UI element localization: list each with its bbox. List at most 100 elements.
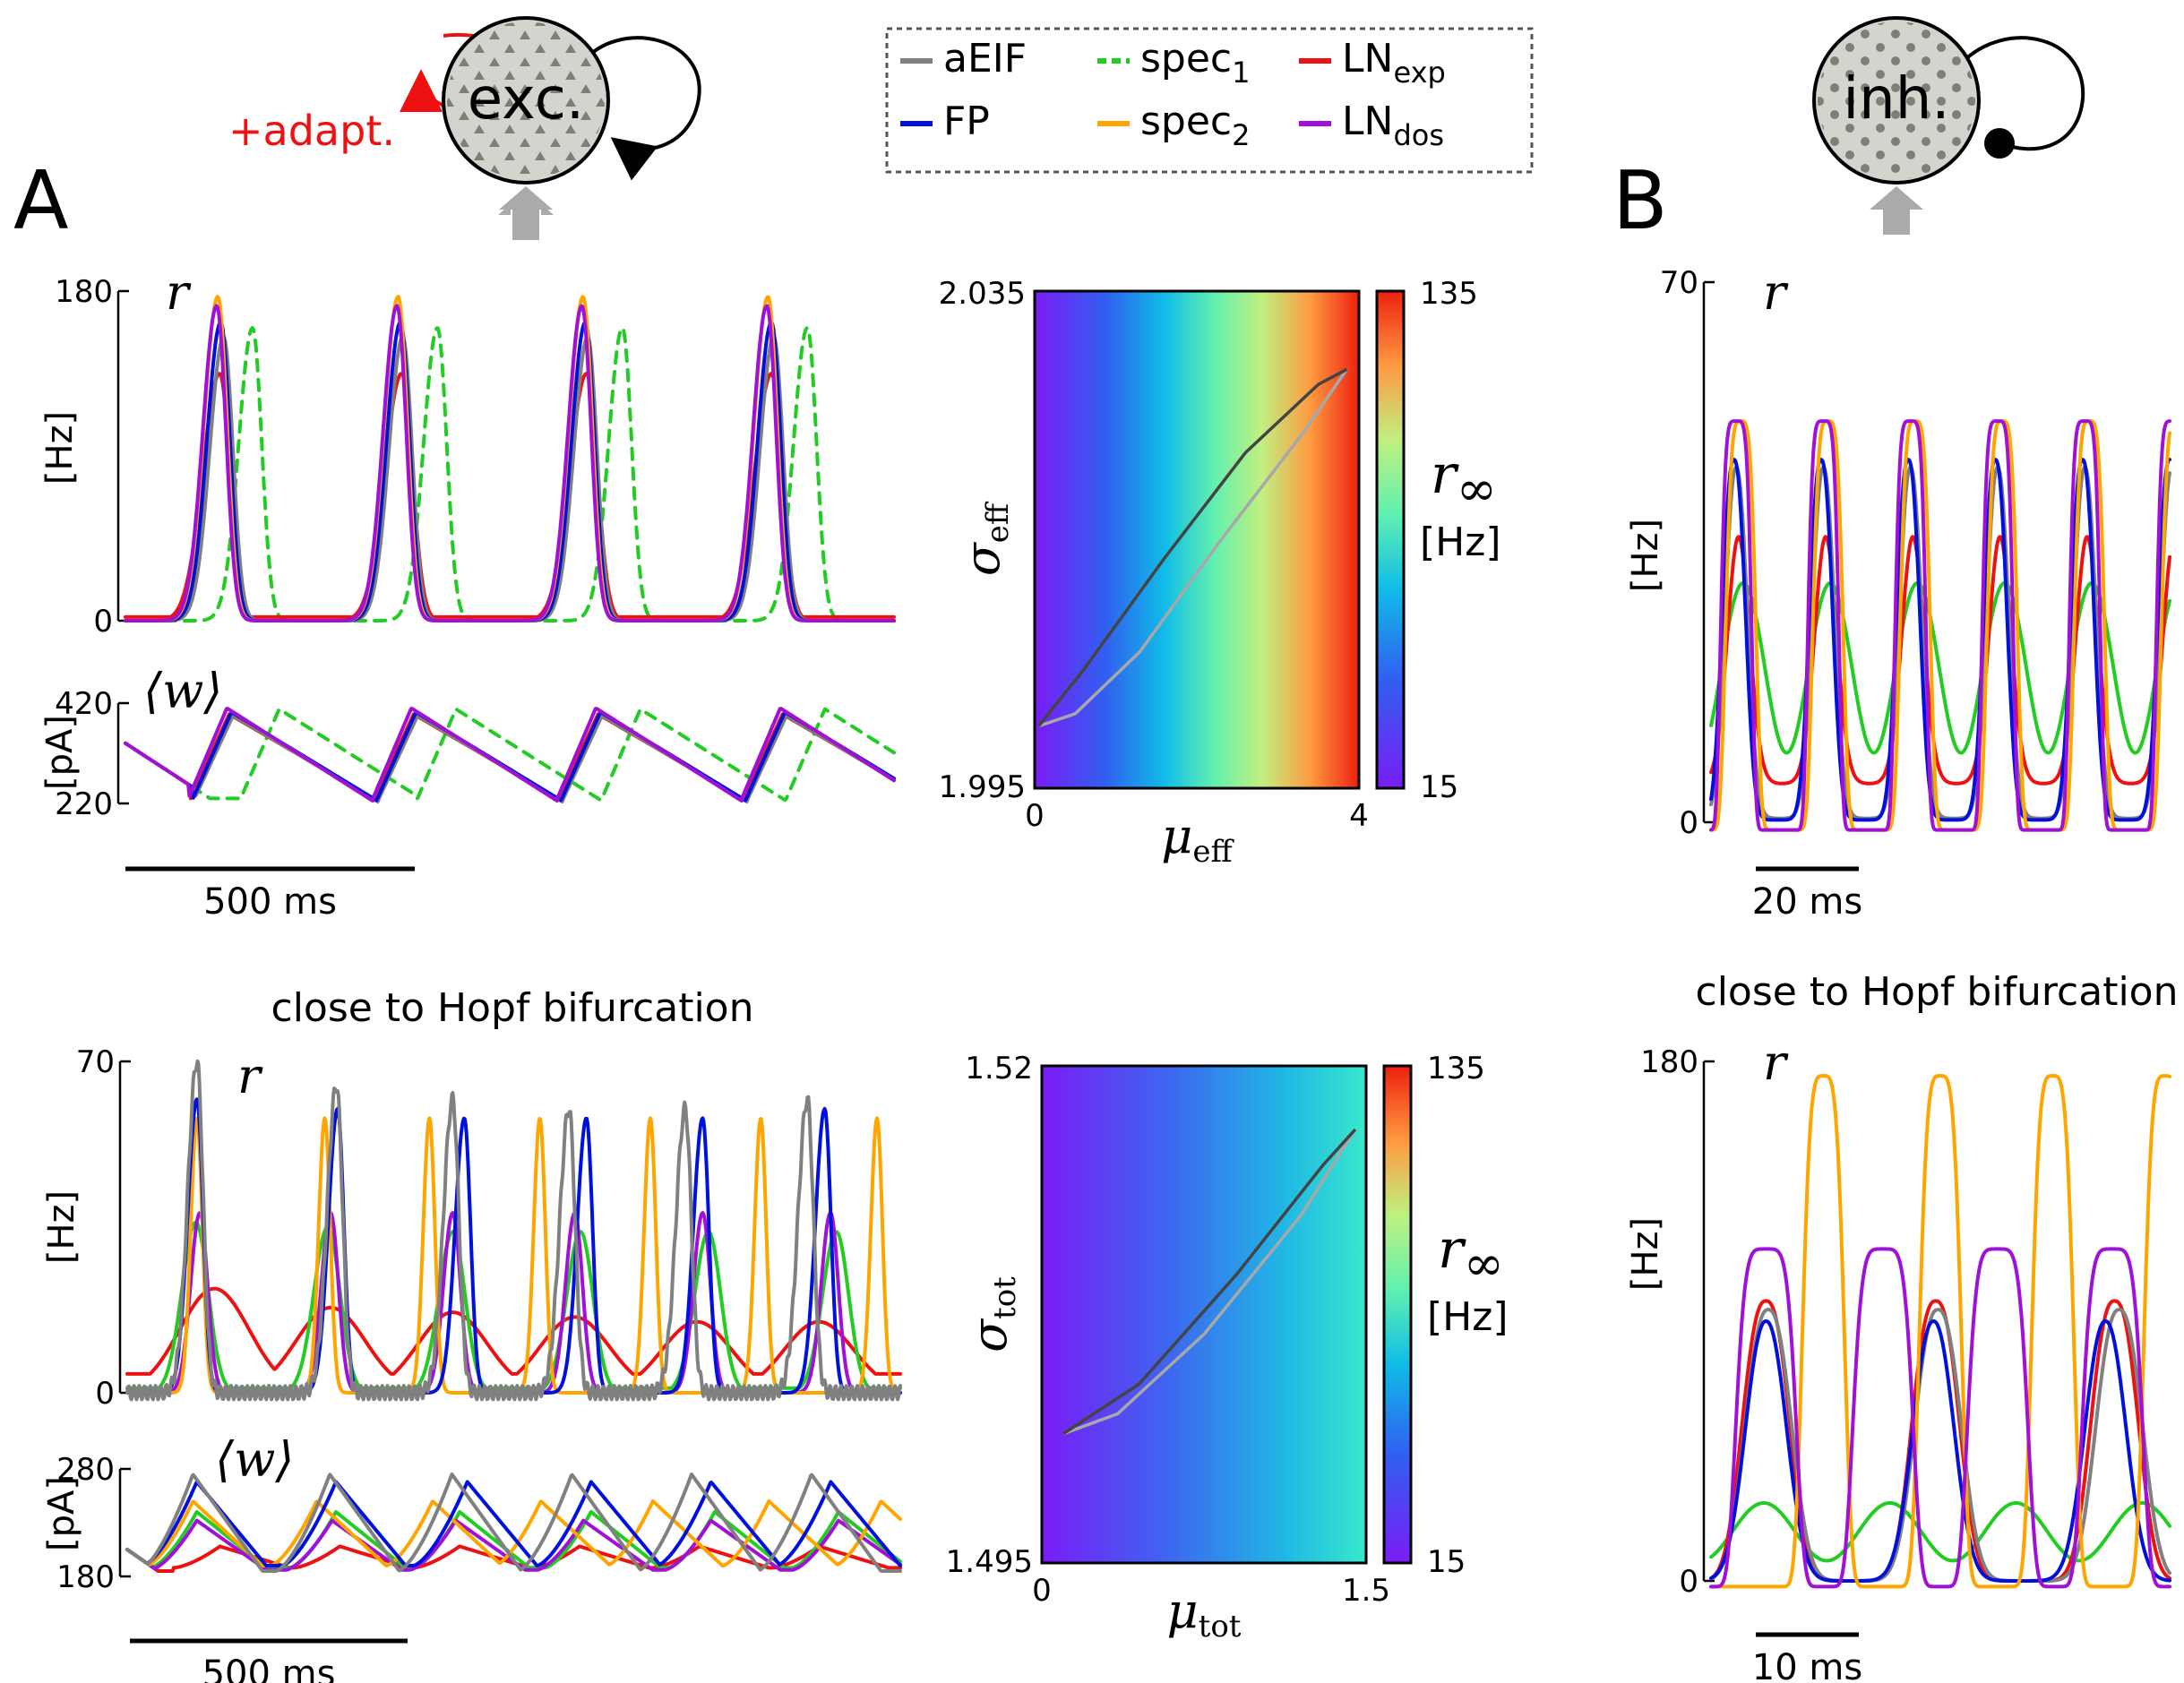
y-axis-label: σeff [954,501,1016,576]
x-tick-label: 0 [1032,1573,1052,1609]
inh-neuron-dots [1818,21,1975,179]
trajectory-bottom-light [1062,1129,1357,1436]
mu-symbol: μ [1161,808,1192,864]
inh-recurrent-loop [1960,36,2085,151]
y-tick-label: 180 [55,274,113,310]
trace-aEIF [1709,1308,2171,1583]
trace-FP [1709,458,2171,822]
scalebar-label: 10 ms [1752,1647,1862,1683]
y-tick-label: 220 [55,786,113,822]
y-axis-label: σtot [961,1276,1023,1352]
colorbar-symbol: r∞ [1438,1218,1504,1292]
A-bottom-rate-axes: 70 0 [Hz] r [41,1044,263,1412]
A-top-adapt-axes: 420 220[pA] ⟨w⟩ [39,663,222,822]
trace-spec2 [1709,1074,2171,1589]
trace-LN_dos [1709,1247,2171,1589]
trace-symbol: r [1763,264,1789,321]
A-top-rate-axes: 180 0 [Hz] r [39,264,192,640]
trace-w-spec1 [124,707,896,803]
legend-label: FP [943,99,990,144]
x-tick-label: 4 [1349,798,1369,834]
B-bottom-rate-axes: 180 0 [Hz] r [1625,1035,1789,1600]
y-tick-label: 70 [1660,265,1698,301]
legend-item: LNexp [1299,36,1446,90]
y-tick-label: 70 [76,1044,115,1080]
scalebar-label: 500 ms [203,881,337,923]
y-unit-label: [pA] [39,715,81,790]
B-top-rate-axes: 70 0 [Hz] r [1625,264,1789,841]
trace-LN_exp [125,1286,902,1376]
heatmap-top-field [1033,289,1361,790]
legend-name: spec [1140,99,1232,144]
colorbar-symbol: r∞ [1431,443,1497,517]
y-unit-label: [pA] [41,1476,82,1551]
panel-A-label: A [13,154,69,248]
legend-name: FP [943,99,990,144]
y-unit-label: [Hz] [41,1190,82,1264]
y-unit-label: [Hz] [1625,519,1666,592]
trace-w-aEIF [125,1473,902,1573]
sigma-symbol: σ [954,541,1010,576]
trajectory-top-dark [1037,367,1348,727]
trajectory-top-light [1037,368,1348,728]
trace-symbol: r [1763,1035,1789,1091]
x-axis-label: μtot [1167,1583,1242,1644]
legend-item: LNdos [1299,99,1444,152]
inh-input-arrow [1870,186,1923,235]
sigma-symbol: σ [961,1318,1018,1352]
colorbar-tick-label: 135 [1420,276,1478,312]
r-inf-subscript: ∞ [1457,460,1497,517]
y-unit-label: [Hz] [39,411,81,485]
trace-spec1 [1709,1501,2171,1563]
exc-neuron-triangles [447,21,605,179]
exc-input-arrow-shape [499,186,553,240]
x-axis-label: μeff [1161,808,1234,870]
trace-symbol: ⟨w⟩ [143,663,222,719]
y-tick-label: 1.995 [939,769,1026,805]
mu-subscript: tot [1199,1609,1242,1644]
legend-subscript: exp [1393,56,1445,90]
scalebar-B-top: 20 ms [1752,866,1862,923]
trace-symbol: r [166,264,192,321]
y-tick-label: 280 [56,1452,115,1488]
legend-name: spec [1140,36,1232,82]
legend-box [885,27,1534,174]
y-tick-label: 0 [1679,1564,1698,1600]
trajectory-bottom-dark [1062,1128,1357,1436]
legend-name: LN [1342,36,1393,82]
y-tick-label: 1.495 [946,1544,1033,1580]
heatmap-bottom [1040,1064,1413,1565]
trace-w-FP [125,1480,902,1567]
sigma-subscript: eff [980,501,1016,543]
trace-aEIF [125,1059,902,1402]
y-unit-label: [Hz] [1625,1217,1666,1291]
trace-w-LN_dos [124,707,896,803]
exc-neuron-diagram: exc. +adapt. [228,16,701,240]
y-tick-label: 180 [1640,1044,1698,1080]
legend-subscript: 1 [1232,56,1250,90]
r-inf-symbol: r [1431,443,1459,506]
colorbar-unit: [Hz] [1420,519,1501,565]
y-tick-label: 2.035 [939,276,1026,312]
sigma-subscript: tot [987,1276,1023,1319]
trace-LN_dos [1709,419,2171,832]
mu-symbol: μ [1167,1583,1199,1639]
mu-subscript: eff [1192,834,1234,870]
scalebar-A-top: 500 ms [125,866,415,923]
legend-name: LN [1342,99,1393,144]
y-tick-label: 180 [56,1559,115,1595]
trace-spec1 [125,1220,902,1390]
r-inf-subscript: ∞ [1464,1235,1504,1292]
legend-subscript: dos [1393,118,1444,152]
legend-label: LNexp [1342,36,1446,90]
inh-label: inh. [1843,66,1949,133]
legend-label: spec2 [1140,99,1250,152]
heatmap-bottom-field [1040,1064,1368,1565]
x-tick-label: 0 [1025,798,1045,834]
legend-item: aEIF [900,36,1027,82]
scalebar-label: 500 ms [202,1653,336,1683]
